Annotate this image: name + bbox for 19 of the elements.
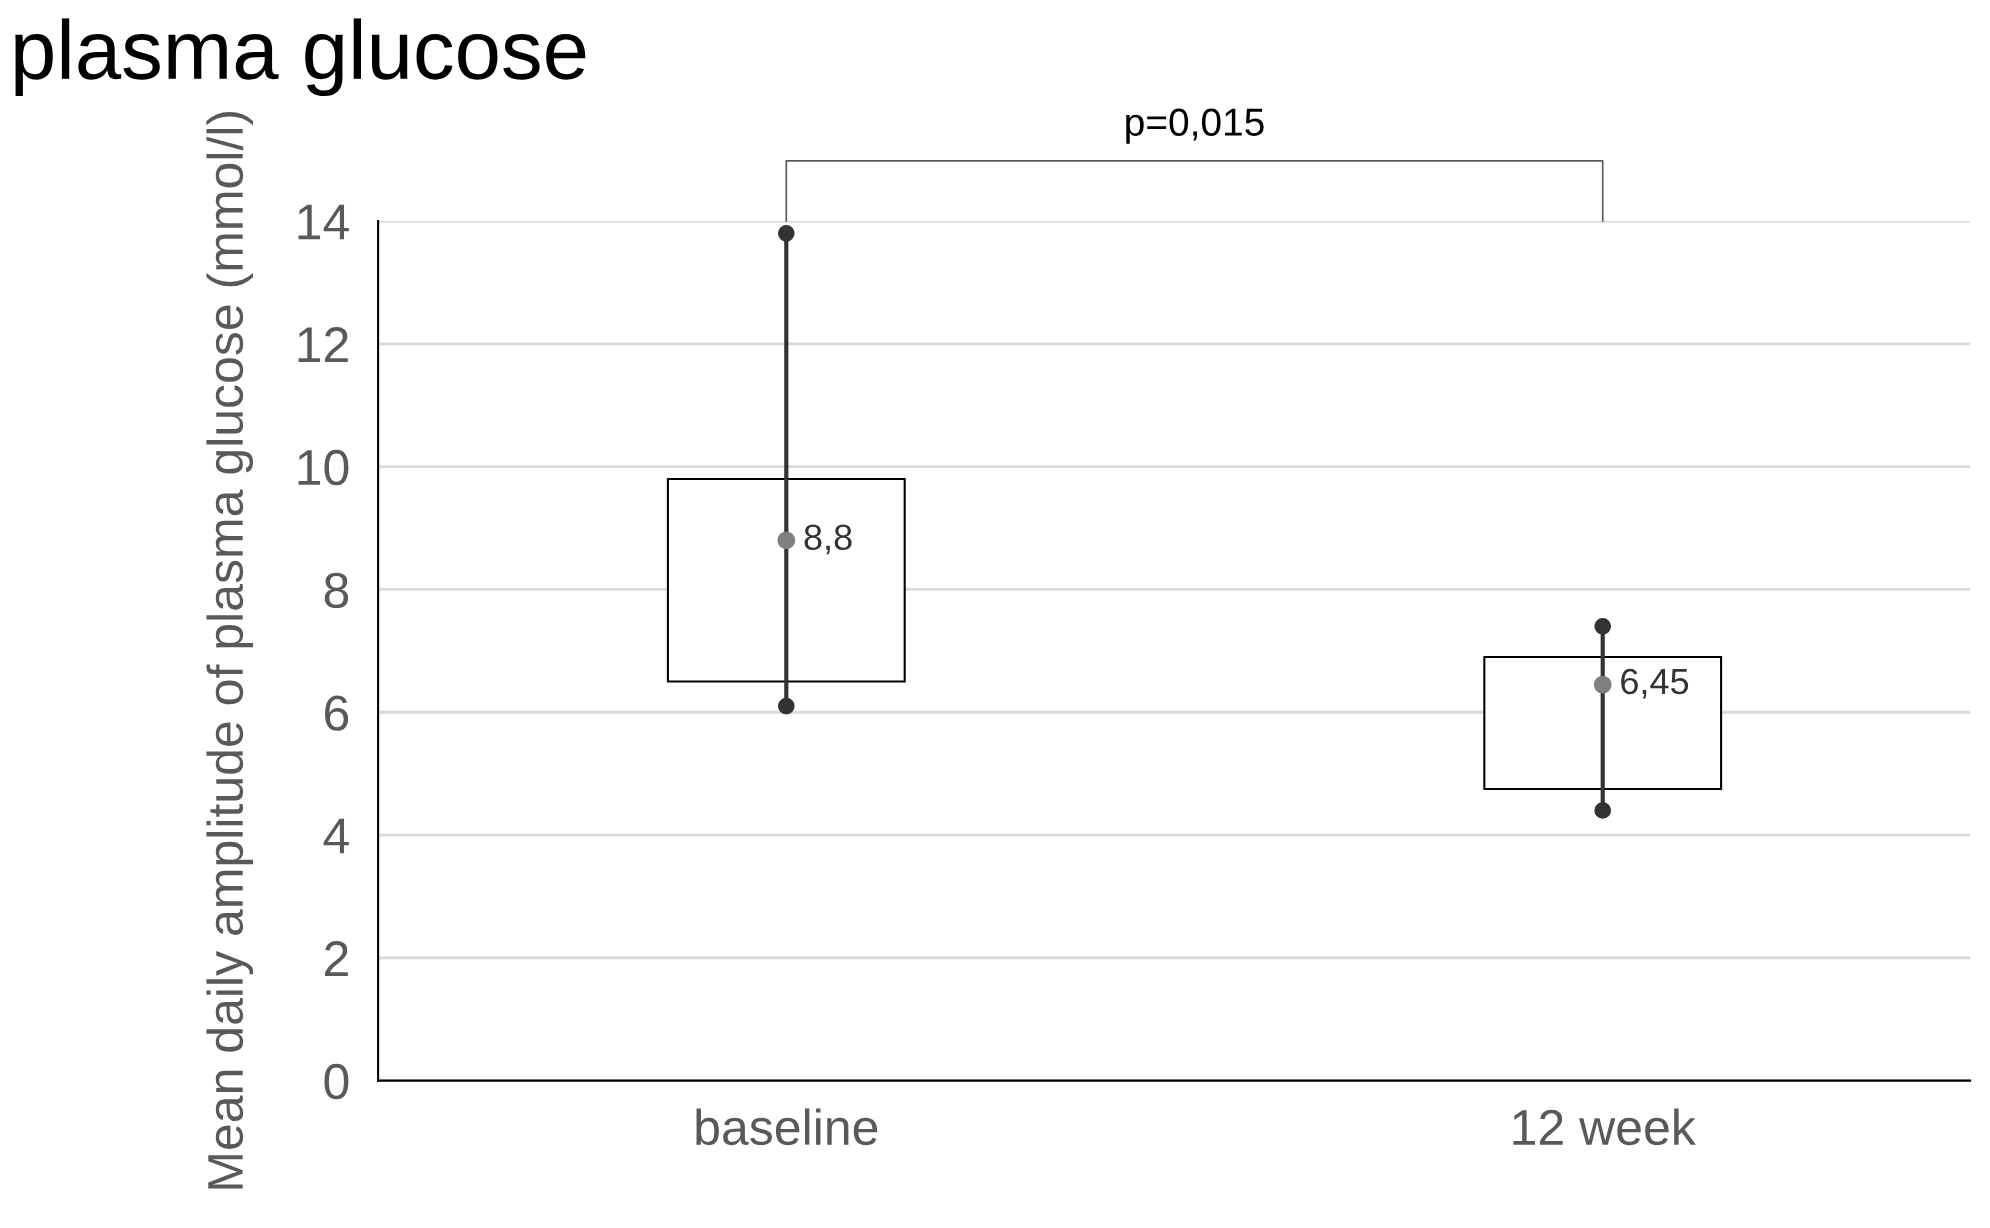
data-label: 6,45 [1621,668,1689,699]
y-tick-label: 6 [325,695,349,731]
y-tick-label: 12 [298,327,348,362]
point [777,697,795,715]
x-tick-label: 12 week [1513,1108,1696,1146]
y-tick-label: 8 [324,572,349,609]
point [1594,617,1612,635]
chart-title: plasma glucose [15,18,586,97]
x-tick-label: baseline [696,1108,878,1146]
data-label: 8,8 [804,524,852,555]
y-tick-label: 0 [324,1063,349,1100]
point [777,531,796,550]
text: p=0,015 [1126,108,1264,144]
y-axis-title: Mean daily amplitude of plasma glucose (mmol/l) [206,112,254,1189]
y-tick-label: 4 [323,818,349,854]
y-tick-label: 2 [325,941,348,976]
y-tick-label: 14 [298,204,349,240]
point [1593,675,1612,694]
y-tick-label: 10 [298,449,349,486]
